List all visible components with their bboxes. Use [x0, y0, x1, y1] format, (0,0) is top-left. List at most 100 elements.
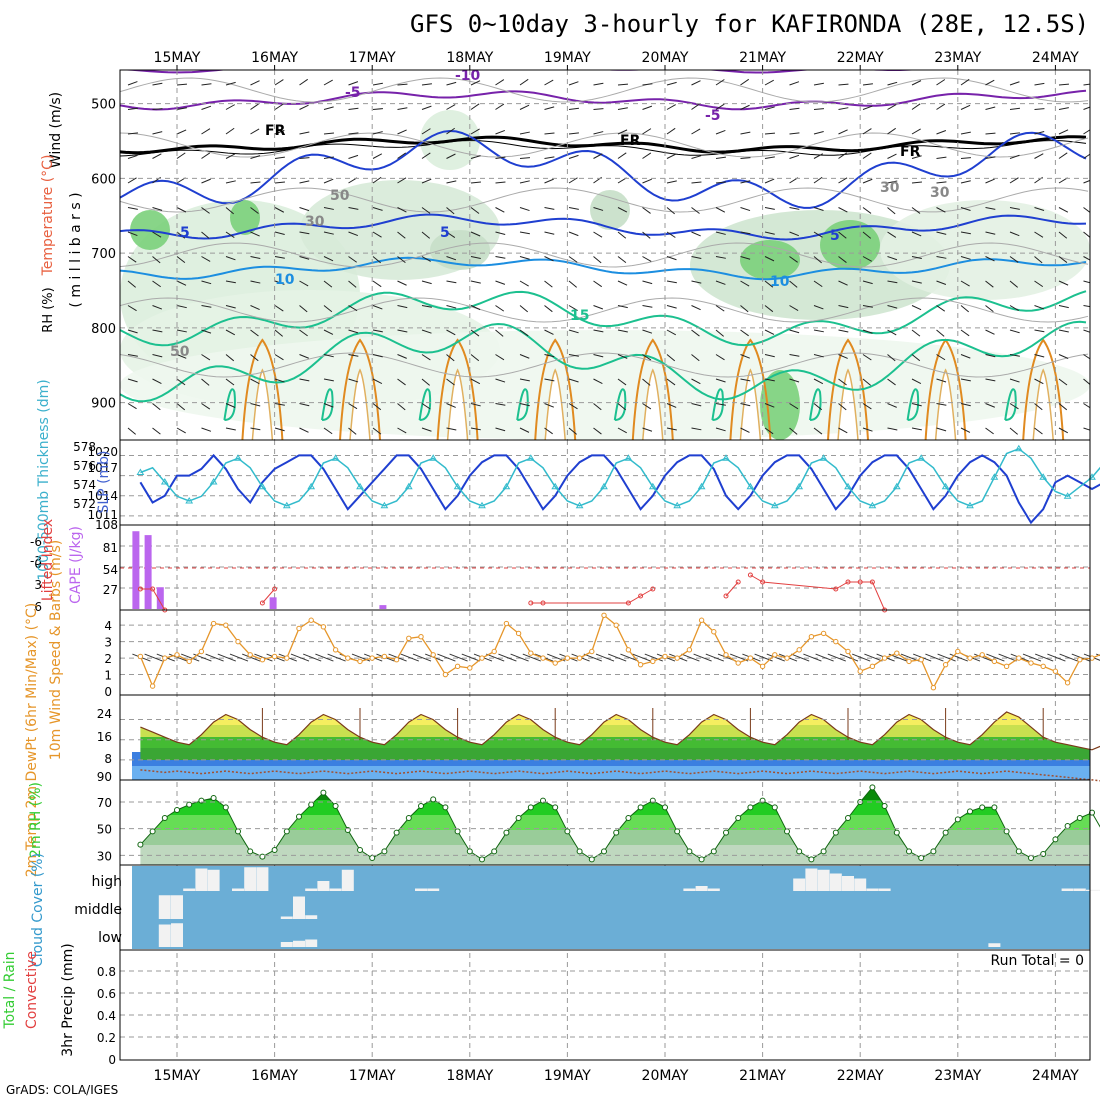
wind-barb	[960, 207, 971, 211]
cloud-bar-high	[415, 888, 427, 891]
wind-barb	[470, 231, 481, 237]
wind-speed-point	[796, 647, 802, 653]
wind-barb	[274, 231, 285, 235]
wind-speed-point	[845, 648, 851, 655]
wind-barb	[323, 156, 334, 159]
thickness-tick-label: 572	[73, 497, 96, 511]
cloud-bar-high	[829, 873, 842, 891]
wind-barb	[348, 305, 358, 312]
cloud-layer-label: high	[91, 874, 122, 890]
wind-barb	[715, 156, 726, 159]
wind-barb	[985, 132, 996, 135]
wind-barb	[789, 427, 798, 435]
wind-barb	[470, 128, 480, 135]
wind-barb	[789, 231, 799, 237]
wind-speed-point	[857, 668, 863, 674]
wind-barb	[568, 329, 579, 334]
wind-barb	[936, 280, 947, 285]
cloud-bar-high	[341, 869, 354, 891]
wind-speed-point	[320, 624, 327, 630]
wind-barb	[544, 329, 554, 335]
thickness-line	[140, 447, 1100, 507]
lifted-index-point	[723, 593, 729, 599]
rh-axis-label: 2m RH (%)	[28, 782, 44, 858]
wind-barb	[642, 256, 652, 262]
wind-barb	[764, 178, 775, 184]
wind-barb	[1059, 653, 1078, 662]
wind-barb	[789, 154, 800, 159]
wind-speed-point	[210, 620, 217, 627]
wind-barb	[127, 427, 136, 435]
wind-barb	[397, 427, 407, 434]
cape-bar	[269, 597, 277, 609]
lifted-index-line	[750, 574, 886, 611]
wind-barb	[960, 354, 971, 359]
rh-shade-13	[430, 230, 490, 270]
wind-barb	[372, 378, 383, 385]
wind-speed-point	[808, 633, 815, 640]
wind-barb	[642, 403, 652, 410]
thickness-marker	[941, 482, 950, 490]
wind-barb	[372, 403, 382, 411]
wind-barb	[691, 256, 702, 259]
rh-point	[1076, 815, 1083, 821]
wind-barb	[1034, 280, 1044, 288]
wind-barb	[372, 427, 382, 435]
wind-barb	[911, 256, 922, 259]
wind-barb	[201, 128, 211, 135]
cloud-axis-label: Cloud Cover (%)	[30, 853, 46, 967]
wind-barb	[789, 107, 800, 110]
warm-core-1	[349, 368, 371, 440]
li-tick-label: 6	[34, 600, 42, 614]
rh-point	[320, 789, 327, 796]
contour-label: 50	[170, 344, 190, 360]
thickness-marker	[526, 454, 535, 461]
wind-barb	[960, 131, 971, 135]
wind-barb	[1034, 256, 1043, 264]
rh-point	[1052, 836, 1059, 843]
wind-barb	[937, 653, 956, 662]
rh-point	[283, 828, 290, 835]
wind-barb	[1009, 177, 1019, 184]
wind-barb	[1034, 378, 1044, 385]
wind-barb	[715, 305, 725, 312]
contour-label: 5	[180, 225, 190, 241]
wind-speed-point	[955, 648, 961, 655]
contour-label: 30	[880, 180, 900, 196]
wind-barb	[1083, 256, 1090, 261]
wind-barb	[789, 280, 798, 288]
teal-loop-6	[809, 388, 822, 421]
rh-point	[942, 829, 949, 836]
lifted-index-line	[725, 581, 739, 597]
wind-speed-point	[784, 655, 790, 661]
teal-loop-8	[1004, 388, 1017, 421]
warm-core-0	[251, 368, 274, 440]
wind-barb	[323, 354, 334, 358]
slp-axis-label: SLP (mb)	[96, 450, 112, 513]
cloud-bar-middle	[293, 896, 305, 919]
thickness-marker	[478, 501, 486, 509]
wind-barb	[470, 354, 480, 362]
wind-barb	[348, 154, 359, 159]
wind-barb	[323, 280, 333, 288]
rh-point	[967, 808, 973, 815]
wind-barb	[789, 207, 800, 210]
wind-barb	[201, 280, 212, 285]
wind-barb	[176, 207, 187, 213]
thickness-marker	[868, 501, 877, 509]
wind-speed-point	[637, 661, 644, 668]
cloud-bar-low	[305, 939, 318, 947]
wind-barb	[642, 354, 652, 361]
rh-point	[613, 829, 620, 836]
wind-speed-point	[1003, 663, 1010, 670]
rh-tick-label: 30	[97, 849, 112, 863]
rh-point	[918, 855, 925, 861]
wind-barb	[1034, 131, 1045, 135]
wind-speed-point	[869, 663, 876, 670]
rh-point	[625, 815, 632, 821]
wind-barb	[421, 231, 431, 239]
wind-barb	[813, 403, 823, 411]
wind-barb	[470, 155, 481, 159]
wind-speed-point	[247, 652, 253, 658]
